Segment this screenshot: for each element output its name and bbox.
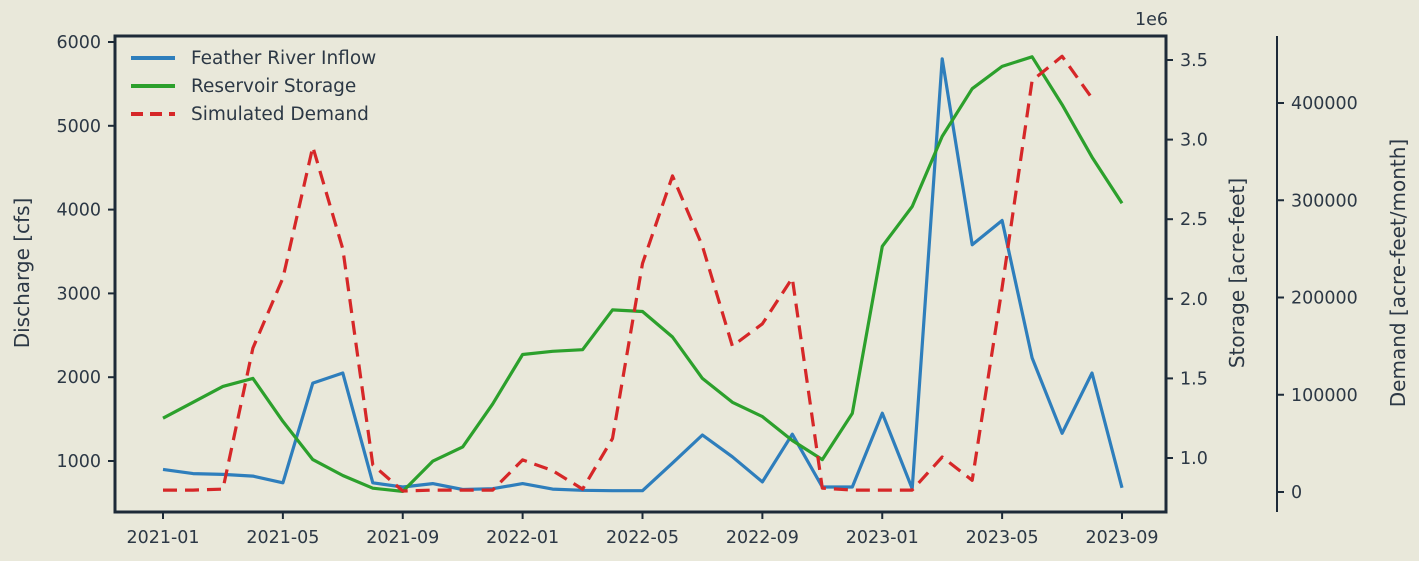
x-tick-label: 2021-01 [126,528,199,548]
legend-label-storage: Reservoir Storage [191,75,357,97]
y-storage-tick-label: 1.5 [1180,369,1208,389]
y-demand-tick-label: 0 [1291,483,1302,503]
y-demand-tick-label: 300000 [1291,191,1358,211]
y-storage-tick-label: 3.5 [1180,51,1208,71]
y-left-tick-label: 5000 [56,117,101,137]
y-demand-tick-label: 400000 [1291,94,1358,114]
y-left-tick-label: 4000 [56,201,101,221]
storage-axis-title: Storage [acre-feet] [1225,177,1249,369]
demand-axis-title: Demand [acre-feet/month] [1386,138,1410,408]
x-tick-label: 2023-09 [1085,528,1158,548]
y-left-tick-label: 2000 [56,368,101,388]
x-tick-label: 2023-05 [966,528,1039,548]
legend-item-inflow: Feather River Inflow [131,47,376,69]
series-line-feather-river-inflow [162,57,1124,493]
legend-item-storage: Reservoir Storage [131,75,376,97]
x-tick-label: 2022-01 [486,528,559,548]
legend-label-demand: Simulated Demand [191,103,369,125]
x-tick-label: 2021-09 [366,528,439,548]
x-tick-label: 2021-05 [246,528,319,548]
y-left-tick-label: 1000 [56,452,101,472]
y-demand-tick-label: 100000 [1291,386,1358,406]
y-storage-tick-label: 1.0 [1180,449,1208,469]
series-line-reservoir-storage [162,55,1124,493]
y-storage-tick-label: 2.5 [1180,210,1208,230]
x-tick-label: 2022-09 [726,528,799,548]
y-left-tick-label: 6000 [56,33,101,53]
series-line-simulated-demand [163,54,1094,493]
y-storage-tick-label: 3.0 [1180,131,1208,151]
legend-item-demand: Simulated Demand [131,103,376,125]
x-tick-label: 2023-01 [846,528,919,548]
storage-line-swatch [131,84,175,88]
x-tick-label: 2022-05 [606,528,679,548]
y-storage-tick-label: 2.0 [1180,290,1208,310]
demand-line-swatch [131,112,175,116]
legend: Feather River Inflow Reservoir Storage S… [131,47,376,125]
y-demand-tick-label: 200000 [1291,289,1358,309]
y-left-tick-label: 3000 [56,284,101,304]
inflow-line-swatch [131,56,175,60]
storage-axis-offset-text: 1e6 [1134,10,1168,30]
plot-frame [113,34,1168,514]
left-axis-title: Discharge [cfs] [10,197,34,349]
legend-label-inflow: Feather River Inflow [191,47,377,69]
